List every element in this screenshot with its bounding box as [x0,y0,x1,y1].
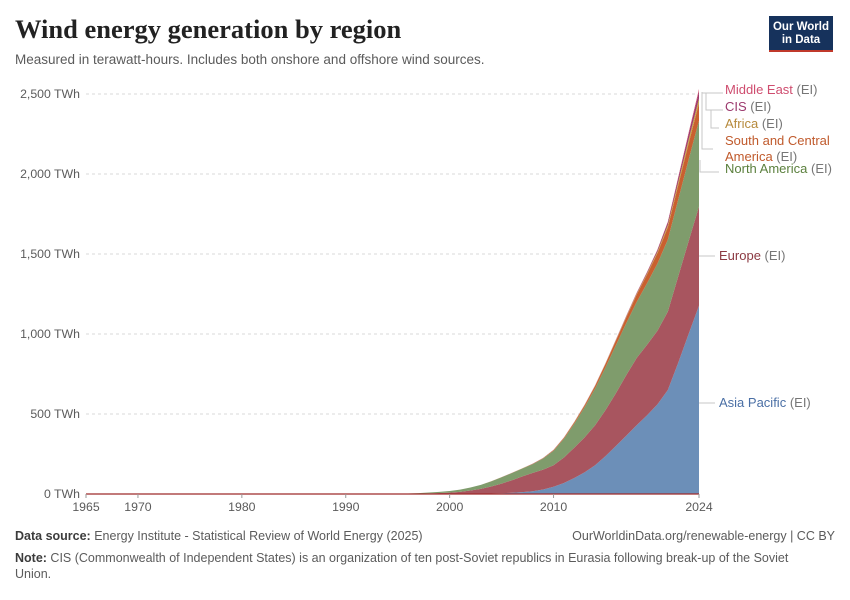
svg-text:OurWorldinData.org/renewable-e: OurWorldinData.org/renewable-energy | CC… [572,529,836,543]
svg-text:2024: 2024 [685,500,713,514]
svg-text:Africa (EI): Africa (EI) [725,116,783,131]
svg-text:1970: 1970 [124,500,152,514]
svg-text:1980: 1980 [228,500,256,514]
svg-text:Note: CIS (Commonwealth of Ind: Note: CIS (Commonwealth of Independent S… [15,551,789,565]
svg-text:1,000 TWh: 1,000 TWh [20,327,80,341]
svg-text:2,500 TWh: 2,500 TWh [20,87,80,101]
svg-text:Union.: Union. [15,567,51,581]
svg-text:1990: 1990 [332,500,360,514]
svg-text:1,500 TWh: 1,500 TWh [20,247,80,261]
svg-text:Data source: Energy Institute: Data source: Energy Institute - Statisti… [15,529,423,543]
svg-text:South and Central: South and Central [725,133,830,148]
svg-text:1965: 1965 [72,500,100,514]
svg-text:2,000 TWh: 2,000 TWh [20,167,80,181]
svg-text:Middle East (EI): Middle East (EI) [725,82,818,97]
svg-text:2010: 2010 [540,500,568,514]
svg-text:Asia Pacific (EI): Asia Pacific (EI) [719,395,811,410]
svg-text:Europe (EI): Europe (EI) [719,248,786,263]
svg-text:2000: 2000 [436,500,464,514]
svg-text:0 TWh: 0 TWh [44,487,80,501]
svg-text:CIS (EI): CIS (EI) [725,99,771,114]
svg-text:500 TWh: 500 TWh [30,407,80,421]
svg-text:North America (EI): North America (EI) [725,161,832,176]
